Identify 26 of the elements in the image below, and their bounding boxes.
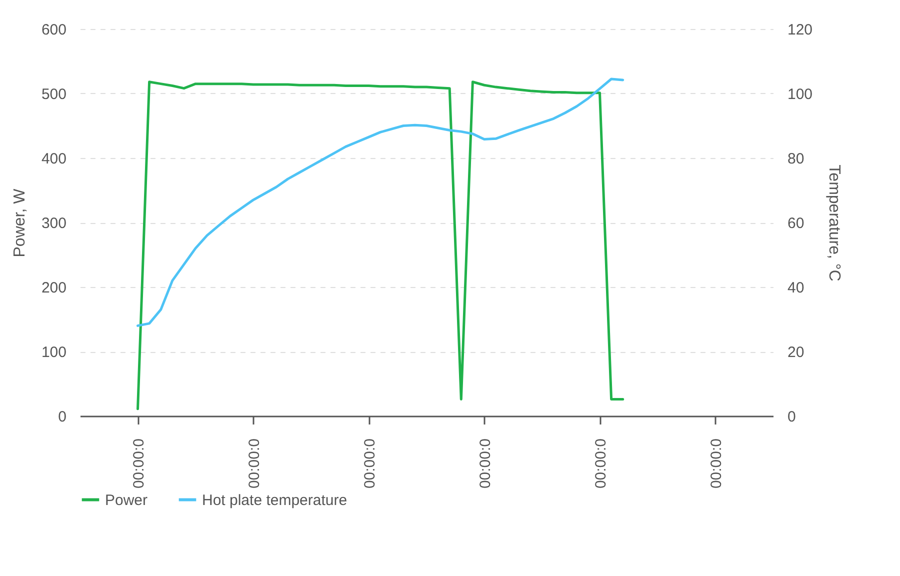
x-tick-label: 00:00:0: [246, 438, 263, 489]
y2-tick-label: 60: [788, 215, 804, 232]
y2-tick-label: 80: [788, 150, 804, 168]
x-tick-label: 00:00:0: [592, 438, 610, 489]
y-tick-label: 100: [41, 344, 66, 361]
line-series: [136, 80, 624, 410]
x-tick-label: 00:00:0: [361, 438, 378, 489]
x-tick-label: 00:00:0: [130, 438, 148, 489]
y-tick-label: 500: [41, 86, 66, 103]
y-axis-title: Power, W: [11, 188, 28, 258]
y-tick-label: 0: [58, 408, 66, 426]
y2-tick-label: 0: [788, 408, 796, 426]
y2-tick-label: 20: [788, 344, 804, 361]
y2-tick-label: 40: [788, 280, 804, 296]
legend-label: Power: [105, 492, 148, 509]
y-tick-label: 600: [41, 22, 66, 38]
x-tick-label: 00:00:0: [708, 438, 725, 489]
y2-axis-title: Temperature, °C: [826, 164, 843, 282]
y-tick-label: 200: [41, 280, 66, 296]
y-tick-label: 300: [41, 215, 66, 232]
y2-tick-label: 100: [788, 86, 813, 103]
line-series: [136, 78, 624, 327]
y-tick-label: 400: [41, 150, 66, 168]
x-tick-label: 00:00:0: [476, 438, 494, 489]
legend-label: Hot plate temperature: [202, 492, 348, 509]
y2-tick-label: 120: [788, 22, 813, 38]
